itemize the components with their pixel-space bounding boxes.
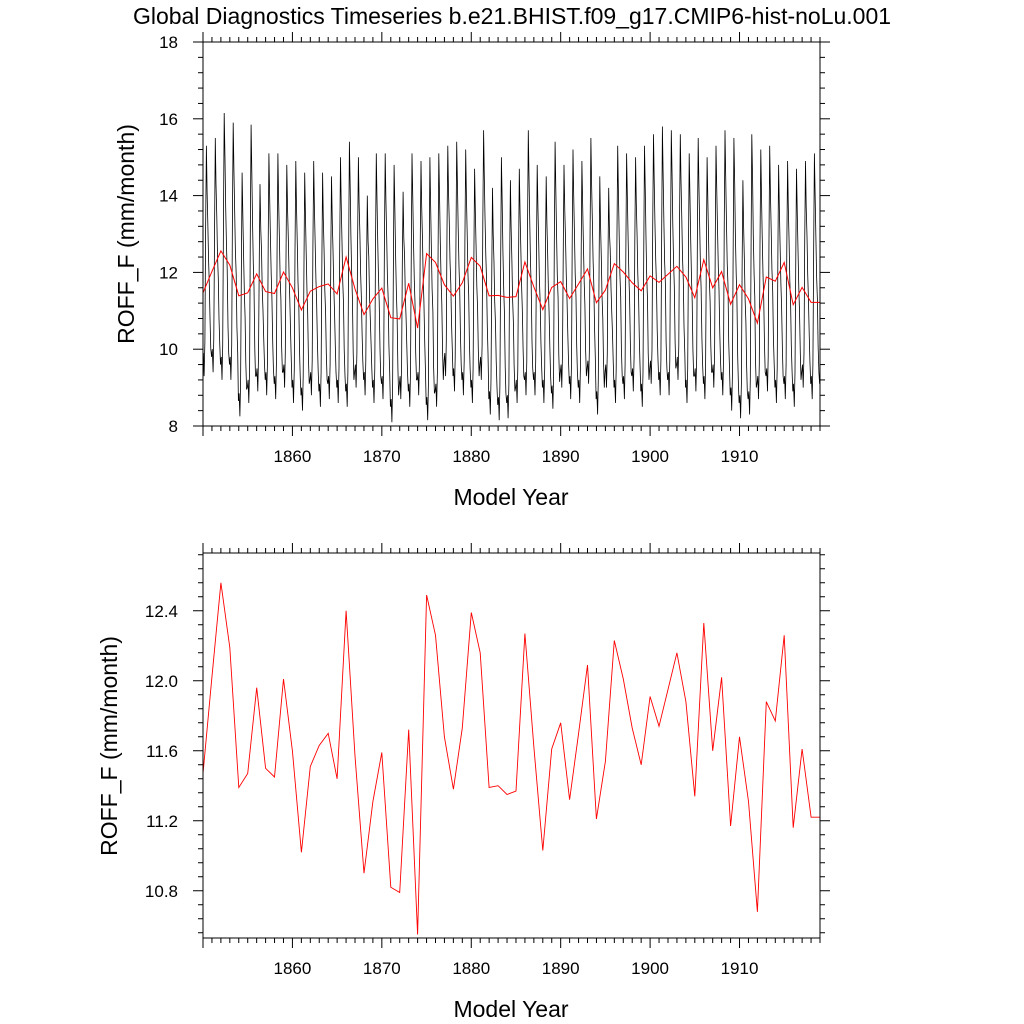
x-tick-label: 1900 [631,447,669,466]
y-axis-label: ROFF_F (mm/month) [113,124,139,344]
y-tick-label: 14 [159,187,178,206]
y-tick-label: 18 [159,33,178,52]
bottom-panel: 1860 1870 1880 1890 1900 1910 10.8 11.2 11.6 12.… [96,543,830,1022]
x-tick-label: 1860 [274,447,312,466]
y-tick-label: 8 [169,417,178,436]
annual-mean-series [202,249,820,329]
monthly-series [203,112,820,423]
figure-title: Global Diagnostics Timeseries b.e21.BHIS… [132,3,892,29]
x-tick-label: 1890 [542,447,580,466]
x-axis-ticks: 1860 1870 1880 1890 1900 1910 [202,543,821,978]
x-tick-label: 1880 [452,959,490,978]
x-tick-label: 1910 [721,447,759,466]
y-axis-label: ROFF_F (mm/month) [96,636,122,856]
y-axis-ticks: 8 10 12 14 16 18 [159,33,830,436]
x-tick-label: 1870 [363,447,401,466]
x-tick-label: 1870 [363,959,401,978]
plot-frame [202,552,821,939]
y-tick-label: 12.0 [145,672,178,691]
y-tick-label: 16 [159,110,178,129]
x-axis-label: Model Year [453,484,568,510]
top-panel: 1860 1870 1880 1890 1900 1910 8 10 12 14 16 18 Mod… [113,32,830,510]
plot-frame [202,41,821,427]
x-tick-label: 1860 [274,959,312,978]
annual-mean-line [202,582,820,935]
y-tick-label: 10 [159,340,178,359]
annual-mean-series [202,582,820,935]
y-axis-ticks: 10.8 11.2 11.6 12.0 12.4 [145,554,830,934]
x-tick-label: 1880 [452,447,490,466]
x-axis-ticks: 1860 1870 1880 1890 1900 1910 [202,32,821,466]
x-axis-label: Model Year [453,996,568,1022]
y-tick-label: 10.8 [145,882,178,901]
monthly-line [203,112,820,423]
y-tick-label: 11.2 [146,812,178,831]
y-tick-label: 12 [159,263,178,282]
annual-mean-line [202,249,820,329]
x-tick-label: 1910 [721,959,759,978]
y-tick-label: 11.6 [146,742,178,761]
x-tick-label: 1890 [542,959,580,978]
y-tick-label: 12.4 [145,602,178,621]
x-tick-label: 1900 [631,959,669,978]
